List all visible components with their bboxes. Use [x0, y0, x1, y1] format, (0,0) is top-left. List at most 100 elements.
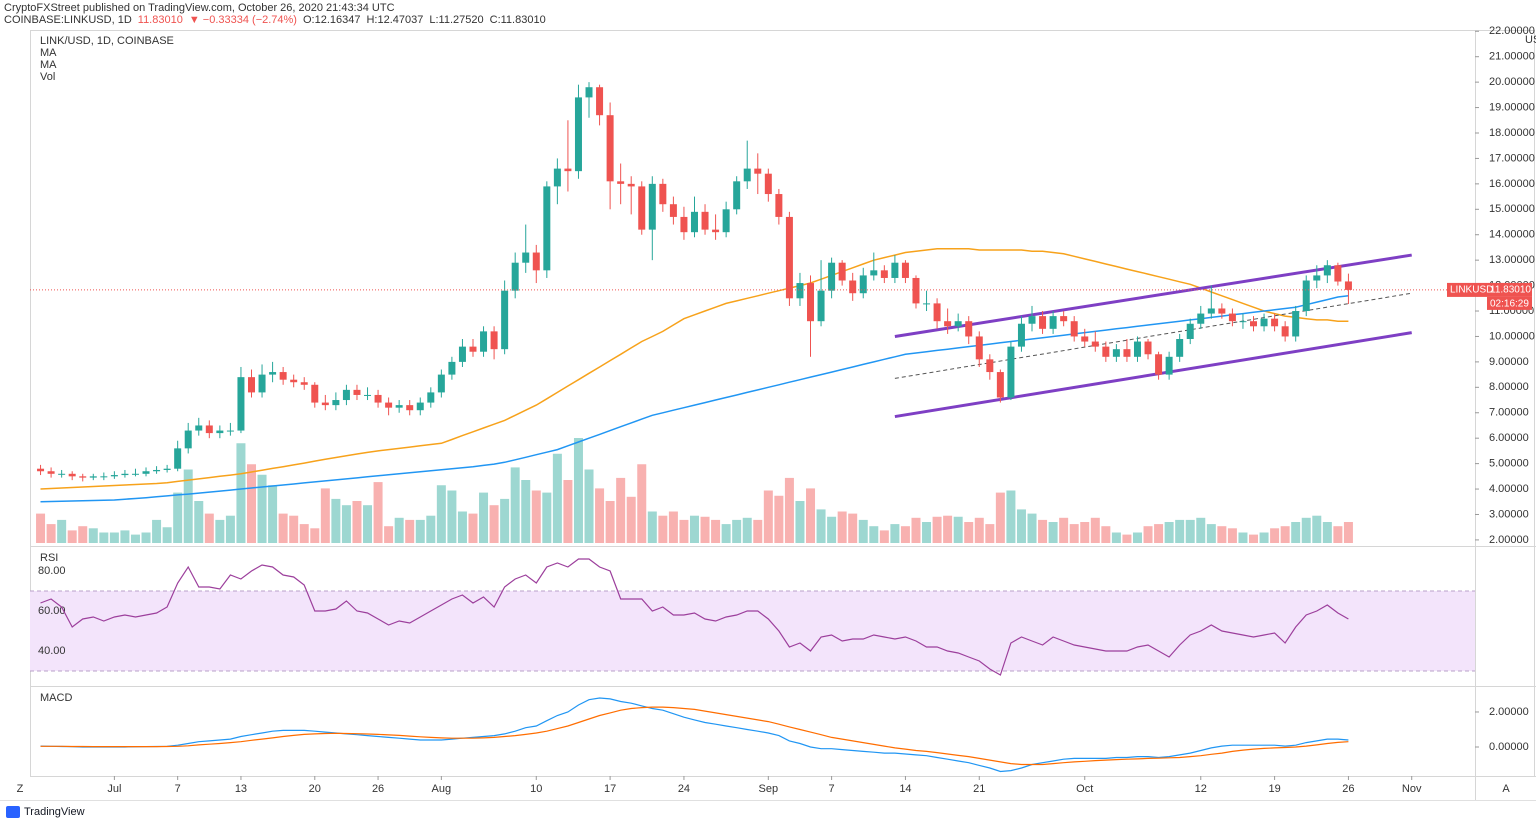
- x-tick-label: 20: [309, 783, 321, 795]
- change: ▼ −0.33334 (−2.74%): [189, 14, 297, 26]
- volume-bar: [943, 515, 953, 543]
- volume-bar: [183, 469, 193, 543]
- candle-body: [437, 374, 445, 393]
- x-tick-label: Nov: [1402, 783, 1422, 795]
- volume-bar: [763, 490, 773, 543]
- volume-bar: [1217, 526, 1227, 543]
- candle-body: [247, 377, 255, 393]
- candle-body: [1302, 280, 1310, 312]
- candle-body: [1091, 341, 1099, 347]
- candle-body: [638, 186, 646, 230]
- volume-bar: [204, 513, 214, 543]
- volume-bar: [268, 485, 278, 543]
- legend-title: LINK/USD, 1D, COINBASE: [40, 35, 174, 47]
- volume-bar: [1185, 519, 1195, 543]
- countdown-bg: [1487, 296, 1532, 310]
- volume-bar: [415, 519, 425, 543]
- candle-body: [1133, 341, 1141, 357]
- volume-bar: [152, 519, 162, 543]
- volume-bar: [1154, 524, 1164, 543]
- volume-bar: [109, 532, 119, 543]
- y-tick-label: 60.00: [38, 605, 66, 617]
- volume-bar: [1312, 515, 1322, 543]
- volume-bar: [890, 524, 900, 543]
- volume-bar: [795, 501, 805, 543]
- volume-bar: [162, 527, 172, 543]
- candle-body: [1165, 356, 1173, 375]
- candle-body: [1239, 321, 1247, 323]
- volume-bar: [457, 511, 467, 543]
- candle-body: [1028, 316, 1036, 324]
- volume-bar: [711, 519, 721, 543]
- candle-body: [722, 209, 730, 233]
- price-tag-bg: [1447, 282, 1532, 297]
- volume-bar: [1291, 522, 1301, 543]
- candle-body: [522, 252, 530, 263]
- volume-bar: [837, 511, 847, 543]
- candle-body: [258, 374, 266, 393]
- volume-bar: [373, 482, 383, 543]
- candle-body: [648, 183, 656, 230]
- candle-body: [775, 194, 783, 217]
- legend-entry: MA: [40, 47, 57, 59]
- y-tick-label: 5.00000: [1489, 458, 1529, 470]
- y-tick-label: 19.00000: [1489, 101, 1535, 113]
- y-tick-label: 22.00000: [1489, 25, 1535, 37]
- auto-scale-button[interactable]: A: [1502, 783, 1510, 795]
- volume-bar: [352, 501, 362, 543]
- volume-bar: [405, 519, 415, 543]
- moving-average: [40, 247, 1349, 490]
- x-tick-label: 21: [973, 783, 985, 795]
- volume-bar: [384, 526, 394, 543]
- candle-body: [174, 448, 182, 469]
- ohlc-low: L:11.27520: [429, 14, 483, 26]
- x-tick-label: 26: [372, 783, 384, 795]
- volume-bar: [605, 501, 615, 543]
- candle-body: [37, 468, 45, 472]
- volume-bar: [278, 513, 288, 543]
- volume-bar: [995, 492, 1005, 543]
- ohlc-high: H:12.47037: [366, 14, 423, 26]
- candle-body: [1197, 313, 1205, 324]
- candle-body: [796, 283, 804, 299]
- candle-body: [1250, 321, 1258, 327]
- y-tick-label: 17.00000: [1489, 152, 1535, 164]
- candle-body: [205, 425, 213, 434]
- volume-bar: [1333, 526, 1343, 543]
- candle-body: [849, 280, 857, 294]
- volume-bar: [573, 438, 583, 543]
- volume-bar: [647, 511, 657, 543]
- rsi-band: [30, 591, 1475, 671]
- volume-bar: [1038, 519, 1048, 543]
- volume-bar: [858, 519, 868, 543]
- volume-bar: [1048, 522, 1058, 543]
- candle-body: [1344, 281, 1352, 290]
- candle-body: [965, 321, 973, 337]
- volume-bar: [130, 534, 140, 543]
- candle-body: [817, 290, 825, 322]
- candle-body: [1323, 265, 1331, 276]
- volume-bar: [1132, 532, 1142, 543]
- timezone-button[interactable]: Z: [17, 783, 24, 795]
- y-tick-label: 18.00000: [1489, 127, 1535, 139]
- volume-bar: [626, 496, 636, 543]
- candle-body: [944, 321, 952, 327]
- volume-bar: [236, 443, 246, 543]
- candle-body: [226, 430, 234, 432]
- candle-body: [1281, 326, 1289, 337]
- volume-bar: [310, 528, 320, 543]
- volume-bar: [194, 501, 204, 543]
- volume-bar: [531, 490, 541, 543]
- tradingview-logo: TradingView: [6, 806, 85, 818]
- candle-body: [163, 468, 171, 470]
- candle-body: [659, 183, 667, 205]
- candle-body: [1271, 318, 1279, 327]
- volume-bar: [1301, 517, 1311, 543]
- candle-body: [564, 168, 572, 172]
- x-tick-label: 13: [235, 783, 247, 795]
- candle-body: [701, 211, 709, 230]
- volume-bar: [869, 526, 879, 543]
- y-tick-label: 21.00000: [1489, 51, 1535, 63]
- volume-bar: [1175, 519, 1185, 543]
